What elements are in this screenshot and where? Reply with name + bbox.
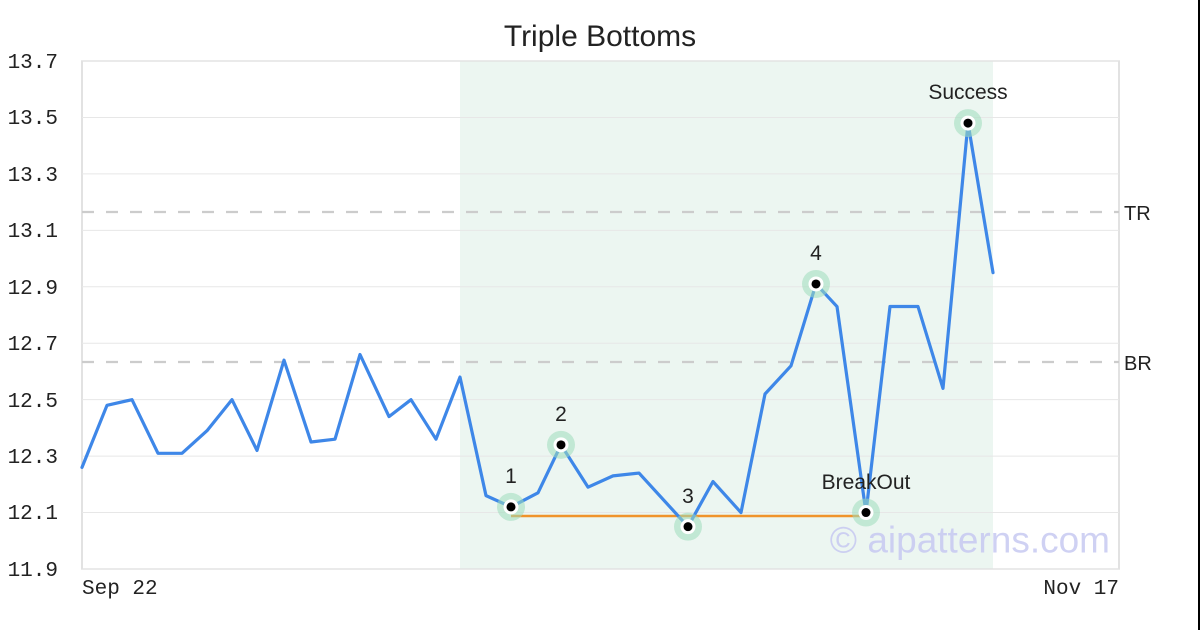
svg-text:© aipatterns.com: © aipatterns.com (830, 520, 1110, 561)
svg-text:13.7: 13.7 (8, 52, 58, 75)
svg-text:Success: Success (928, 81, 1007, 104)
svg-text:BreakOut: BreakOut (822, 471, 911, 494)
svg-text:Sep 22: Sep 22 (82, 578, 158, 601)
svg-text:3: 3 (682, 485, 694, 508)
svg-text:12.3: 12.3 (8, 447, 58, 470)
svg-text:TR: TR (1124, 203, 1151, 225)
svg-text:BR: BR (1124, 353, 1152, 375)
svg-text:1: 1 (505, 465, 517, 488)
svg-text:12.5: 12.5 (8, 391, 58, 414)
svg-text:12.1: 12.1 (8, 503, 58, 526)
svg-text:12.7: 12.7 (8, 334, 58, 357)
svg-text:13.3: 13.3 (8, 165, 58, 188)
svg-text:2: 2 (555, 403, 567, 426)
svg-text:13.5: 13.5 (8, 108, 58, 131)
svg-text:13.1: 13.1 (8, 221, 58, 244)
svg-text:12.9: 12.9 (8, 278, 58, 301)
svg-text:11.9: 11.9 (8, 560, 58, 583)
svg-text:Nov 17: Nov 17 (1043, 578, 1119, 601)
svg-text:4: 4 (810, 242, 822, 265)
